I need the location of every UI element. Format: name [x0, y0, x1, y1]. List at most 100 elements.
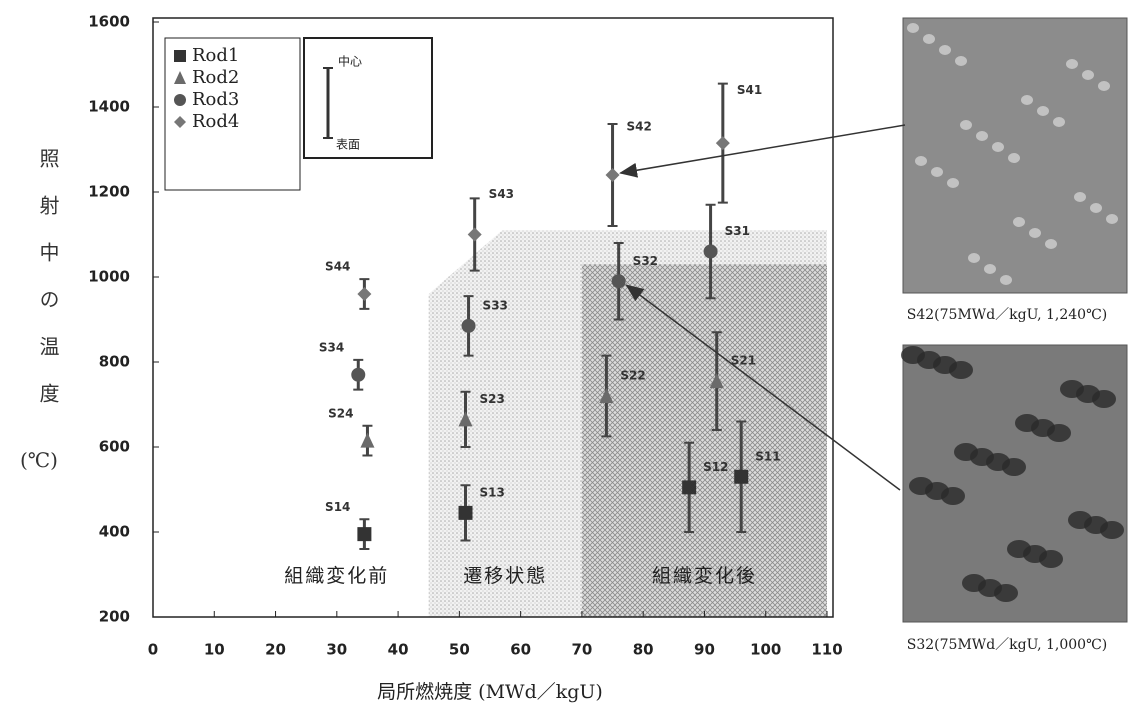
- point-label: S11: [755, 449, 780, 463]
- marker: [734, 469, 749, 484]
- marker: [605, 168, 620, 182]
- photo-texture: [976, 131, 988, 141]
- plot-frame: [152, 17, 834, 618]
- marker: [715, 136, 730, 151]
- photo-texture: [931, 167, 943, 177]
- marker: [461, 318, 476, 333]
- point-label: S41: [737, 83, 762, 97]
- photo-texture: [923, 34, 935, 44]
- marker: [709, 373, 724, 389]
- point-label: S44: [325, 260, 350, 274]
- photo-texture: [1082, 70, 1094, 80]
- photo-texture: [915, 156, 927, 166]
- photo-texture: [994, 584, 1018, 602]
- photo-texture: [939, 45, 951, 55]
- photo-texture: [992, 142, 1004, 152]
- photo-caption: S42(75MWd／kgU, 1,240℃): [907, 307, 1107, 323]
- marker: [351, 367, 366, 382]
- x-tick-label: 100: [750, 641, 781, 659]
- point-label: S22: [620, 369, 645, 383]
- x-tick-label: 90: [694, 641, 715, 659]
- photo-texture: [955, 56, 967, 66]
- photo-texture: [1047, 424, 1071, 442]
- bar-legend-box: [303, 37, 433, 159]
- marker: [174, 94, 186, 106]
- y-tick-label: 1600: [88, 13, 130, 31]
- region-label: 組織変化前: [284, 565, 389, 587]
- photo-texture: [960, 120, 972, 130]
- marker: [174, 71, 186, 84]
- point-label: S33: [483, 298, 508, 312]
- photo-texture: [1021, 95, 1033, 105]
- regions: 組織変化前 遷移状態 組織変化後: [284, 230, 827, 617]
- y-tick-label: 200: [99, 608, 130, 626]
- photo-texture: [1053, 117, 1065, 127]
- photo-texture: [1066, 59, 1078, 69]
- point-label: S23: [479, 392, 504, 406]
- point-label: S32: [633, 254, 658, 268]
- marker: [703, 244, 718, 259]
- photo-texture: [1106, 214, 1118, 224]
- x-tick-label: 10: [204, 641, 225, 659]
- legend-box: [164, 37, 301, 191]
- y-axis-label: 照射中の温度: [36, 148, 60, 430]
- x-tick-label: 20: [265, 641, 286, 659]
- legend-label: Rod1: [192, 45, 239, 66]
- photo-texture: [947, 178, 959, 188]
- point-label: S24: [328, 406, 353, 420]
- photo-texture: [1000, 275, 1012, 285]
- photo-texture: [1092, 390, 1116, 408]
- y-tick-label: 600: [99, 438, 130, 456]
- region-label: 組織変化後: [652, 565, 757, 587]
- photo-texture: [1039, 550, 1063, 568]
- marker: [458, 505, 473, 520]
- x-tick-label: 50: [449, 641, 470, 659]
- marker: [467, 227, 482, 242]
- x-tick-label: 80: [633, 641, 654, 659]
- marker: [682, 480, 697, 495]
- photo-texture: [1037, 106, 1049, 116]
- x-tick-label: 40: [388, 641, 409, 659]
- photo-texture: [941, 487, 965, 505]
- marker: [174, 50, 186, 62]
- x-tick-label: 60: [510, 641, 531, 659]
- legend-label: Rod3: [192, 89, 239, 110]
- photo-texture: [1098, 81, 1110, 91]
- x-tick-label: 110: [811, 641, 842, 659]
- photo-texture: [1029, 228, 1041, 238]
- marker: [599, 388, 614, 403]
- point-label: S12: [703, 460, 728, 474]
- photo-caption: S32(75MWd／kgU, 1,000℃): [907, 637, 1107, 653]
- marker: [174, 116, 186, 128]
- point-label: S14: [325, 500, 350, 514]
- photo-texture: [1013, 217, 1025, 227]
- arrow: [625, 284, 901, 491]
- marker: [360, 432, 375, 448]
- arrow: [619, 124, 906, 178]
- x-tick-label: 30: [326, 641, 347, 659]
- y-tick-label: 400: [99, 523, 130, 541]
- marker: [458, 411, 473, 427]
- marker: [357, 287, 372, 301]
- photo-texture: [984, 264, 996, 274]
- marker: [611, 274, 626, 289]
- photo-texture: [1045, 239, 1057, 249]
- legend-label: Rod4: [192, 111, 239, 132]
- x-tick-label: 0: [148, 641, 158, 659]
- photo-texture: [949, 361, 973, 379]
- photo-texture: [1008, 153, 1020, 163]
- y-tick-label: 1200: [88, 183, 130, 201]
- point-label: S34: [319, 340, 344, 354]
- x-tick-label: 70: [571, 641, 592, 659]
- bar-legend-bottom: 表面: [336, 138, 360, 152]
- plot: 200 400 600 800 1000 1200 1400 1600 0 10 20 30 40 50 6…: [88, 13, 1128, 659]
- point-label: S21: [731, 354, 756, 368]
- region: [581, 264, 827, 617]
- photo-texture: [1002, 458, 1026, 476]
- y-tick-label: 800: [99, 353, 130, 371]
- y-tick-label: 1400: [88, 98, 130, 116]
- photo-texture: [1100, 521, 1124, 539]
- marker: [357, 527, 372, 542]
